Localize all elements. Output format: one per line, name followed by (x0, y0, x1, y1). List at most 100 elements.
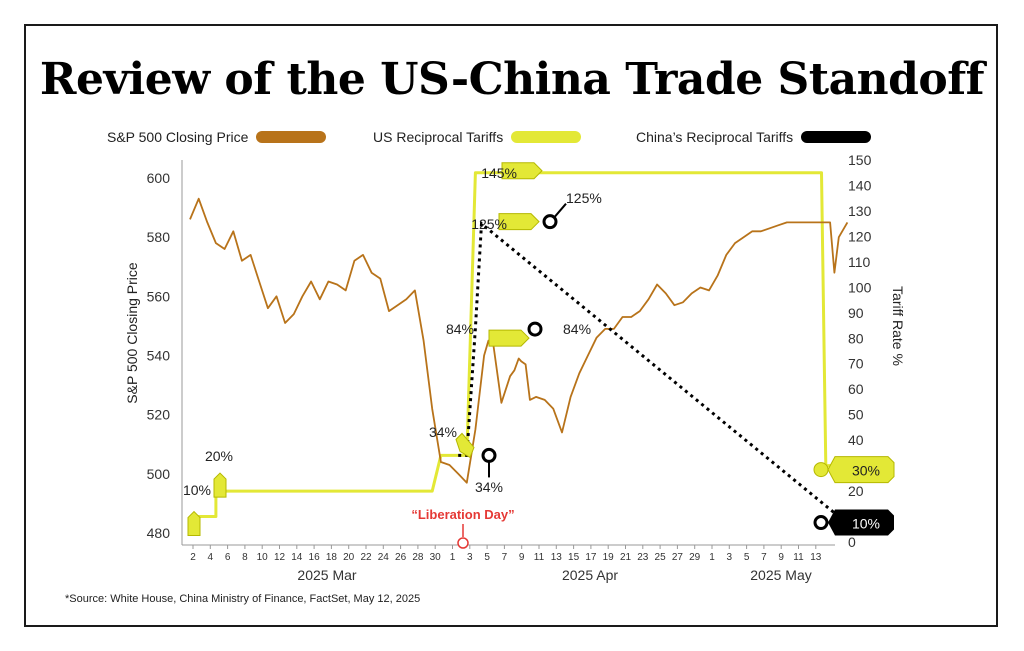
y-tick-label-right: 20 (848, 483, 864, 499)
us-marker-30-dot (813, 462, 829, 478)
us-marker-20-tag (213, 472, 227, 498)
us-marker-20-label: 20% (205, 448, 233, 464)
x-tick-label: 3 (467, 552, 473, 563)
china-marker-125-leader (553, 203, 567, 219)
x-tick-label: 29 (689, 552, 701, 563)
x-tick-label: 30 (430, 552, 442, 563)
y-tick-label-right: 50 (848, 407, 864, 423)
x-tick-label: 5 (484, 552, 490, 563)
y-tick-label-right: 140 (848, 177, 872, 193)
x-tick-label: 6 (225, 552, 231, 563)
x-tick-label: 8 (242, 552, 248, 563)
x-tick-label: 25 (655, 552, 667, 563)
x-tick-label: 18 (326, 552, 338, 563)
x-tick-label: 3 (727, 552, 733, 563)
legend-label-china-tariffs: China’s Reciprocal Tariffs (636, 129, 794, 145)
us-marker-125-label: 125% (471, 216, 507, 232)
liberation-day-label: “Liberation Day” (411, 507, 514, 522)
y-tick-label-left: 580 (147, 229, 171, 245)
china-marker-10-ring (813, 515, 829, 531)
china-marker-84-ring (527, 321, 543, 337)
legend-sp500: S&P 500 Closing Price (107, 127, 327, 147)
x-tick-label: 28 (412, 552, 424, 563)
x-tick-label: 27 (672, 552, 684, 563)
x-tick-label: 20 (343, 552, 355, 563)
y-tick-label-left: 560 (147, 288, 171, 304)
us-marker-30-label: 30% (852, 463, 880, 479)
y-tick-label-left: 520 (147, 407, 171, 423)
us-marker-84-label: 84% (446, 321, 474, 337)
y-tick-label-right: 150 (848, 152, 872, 168)
y-tick-label-right: 80 (848, 330, 864, 346)
y-tick-label-right: 120 (848, 228, 872, 244)
china-marker-34-ring (481, 447, 497, 463)
china-marker-125-label: 125% (566, 190, 602, 206)
legend-us-tariffs: US Reciprocal Tariffs (373, 127, 582, 147)
x-tick-label: 1 (709, 552, 715, 563)
x-tick-label: 14 (291, 552, 303, 563)
y-tick-label-right: 90 (848, 305, 864, 321)
x-tick-label: 11 (793, 552, 804, 563)
x-tick-label: 13 (810, 552, 822, 563)
x-tick-label: 1 (450, 552, 456, 563)
y-tick-label-right: 40 (848, 432, 864, 448)
y-tick-label-left: 600 (147, 170, 171, 186)
x-tick-label: 10 (257, 552, 269, 563)
x-tick-label: 7 (761, 552, 767, 563)
x-tick-label: 9 (519, 552, 525, 563)
us-marker-34-tag (455, 432, 475, 459)
us-marker-145-tag (501, 162, 543, 180)
x-tick-label: 5 (744, 552, 750, 563)
sp500-line (189, 197, 849, 484)
x-tick-label: 23 (637, 552, 649, 563)
y-tick-label-right: 100 (848, 279, 872, 295)
x-tick-label: 11 (534, 552, 545, 563)
source-note: *Source: White House, China Ministry of … (65, 593, 421, 605)
us-marker-84-tag (488, 329, 530, 347)
us-marker-30-tag (827, 456, 895, 484)
x-tick-label: 7 (502, 552, 508, 563)
legend-swatch-sp500 (256, 131, 327, 143)
x-tick-label: 24 (378, 552, 390, 563)
x-month-label: 2025 Mar (297, 567, 356, 583)
x-month-label: 2025 Apr (562, 567, 618, 583)
x-tick-label: 9 (778, 552, 784, 563)
china-tariff-line (458, 220, 840, 518)
x-tick-label: 17 (585, 552, 597, 563)
y-tick-label-right: 60 (848, 381, 864, 397)
x-tick-label: 19 (603, 552, 615, 563)
legend-label-sp500: S&P 500 Closing Price (107, 129, 249, 145)
x-tick-label: 2 (190, 552, 196, 563)
legend-swatch-china-tariffs (801, 131, 872, 143)
china-marker-125-ring (542, 214, 558, 230)
us-marker-10-tag (187, 510, 201, 537)
x-tick-label: 13 (551, 552, 563, 563)
legend-swatch-us-tariffs (511, 131, 582, 143)
china-marker-34-label: 34% (475, 479, 503, 495)
legend-label-us-tariffs: US Reciprocal Tariffs (373, 129, 504, 145)
y-axis-title-right: Tariff Rate % (890, 286, 906, 366)
y-tick-label-right: 110 (848, 254, 871, 270)
y-tick-label-left: 480 (147, 525, 171, 541)
china-marker-10-tag (828, 509, 894, 536)
china-marker-84-label: 84% (563, 321, 591, 337)
y-tick-label-right: 0 (848, 534, 856, 550)
y-tick-label-left: 500 (147, 466, 171, 482)
liberation-day-marker (457, 537, 469, 549)
us-marker-125-tag (498, 213, 540, 231)
x-tick-label: 16 (309, 552, 321, 563)
legend-china-tariffs: China’s Reciprocal Tariffs (636, 127, 872, 147)
x-tick-label: 15 (568, 552, 580, 563)
x-tick-label: 22 (360, 552, 372, 563)
x-tick-label: 21 (620, 552, 632, 563)
x-tick-label: 12 (274, 552, 286, 563)
us-marker-34-label: 34% (429, 424, 457, 440)
y-tick-label-left: 540 (147, 348, 171, 364)
y-tick-label-right: 130 (848, 203, 872, 219)
us-marker-10-label: 10% (183, 482, 211, 498)
x-tick-label: 26 (395, 552, 407, 563)
us-marker-145-label: 145% (481, 165, 517, 181)
us-tariff-line (190, 171, 848, 518)
x-tick-label: 4 (208, 552, 214, 563)
